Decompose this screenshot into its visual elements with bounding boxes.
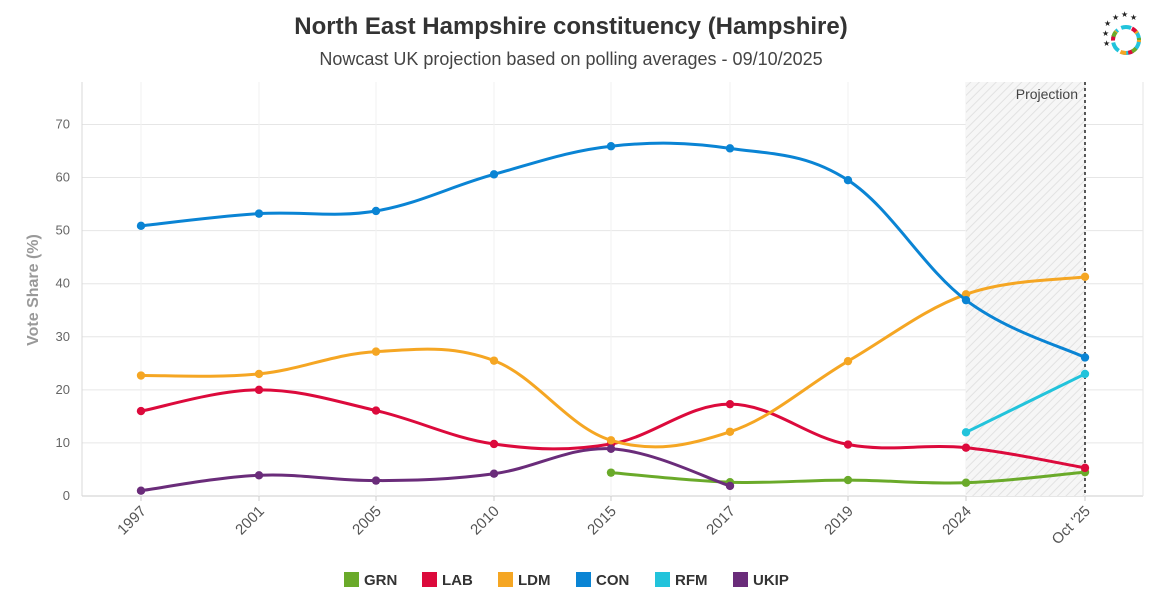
legend-swatch <box>733 572 748 587</box>
data-point[interactable] <box>843 475 853 485</box>
x-tick-label: 2005 <box>349 503 385 539</box>
series-line-rfm <box>964 372 1087 434</box>
x-tick-label: Oct '25 <box>1049 503 1094 548</box>
data-point[interactable] <box>961 290 971 299</box>
x-tick-label: 2019 <box>821 503 857 539</box>
data-point[interactable] <box>489 356 499 365</box>
y-tick-label: 70 <box>56 116 70 131</box>
series-lab <box>136 385 1090 473</box>
y-tick-label: 40 <box>56 276 70 291</box>
data-point[interactable] <box>136 221 146 231</box>
legend-swatch <box>422 572 437 587</box>
data-point[interactable] <box>371 476 381 485</box>
y-tick-label: 0 <box>63 488 70 503</box>
data-point[interactable] <box>371 347 381 356</box>
x-tick-label: 2010 <box>467 503 503 539</box>
data-point[interactable] <box>961 295 971 305</box>
y-tick-label: 60 <box>56 170 70 185</box>
data-point[interactable] <box>725 481 735 491</box>
x-tick-label: 2024 <box>939 503 975 539</box>
data-point[interactable] <box>136 371 146 380</box>
x-tick-label: 1997 <box>114 503 150 539</box>
x-tick-label: 2017 <box>703 503 739 539</box>
series-ldm <box>136 272 1090 449</box>
legend-swatch <box>576 572 591 587</box>
logo-icon: ★★ ★ ★★★ <box>1102 10 1141 55</box>
y-tick-label: 20 <box>56 382 70 397</box>
data-point[interactable] <box>1080 369 1090 379</box>
legend-label: CON <box>596 572 629 589</box>
y-tick-label: 50 <box>56 223 70 238</box>
data-point[interactable] <box>254 369 264 379</box>
x-tick-label: 2001 <box>232 503 268 539</box>
chart-subtitle: Nowcast UK projection based on polling a… <box>319 49 822 69</box>
legend-label: GRN <box>364 572 397 589</box>
series-line-lab <box>139 388 1087 470</box>
data-point[interactable] <box>489 439 499 449</box>
data-point[interactable] <box>371 406 381 415</box>
chart-title: North East Hampshire constituency (Hamps… <box>294 13 847 40</box>
data-point[interactable] <box>1080 272 1090 281</box>
x-tick-label: 2015 <box>584 503 620 539</box>
data-point[interactable] <box>136 406 146 416</box>
data-point[interactable] <box>725 399 735 409</box>
legend-swatch <box>655 572 670 587</box>
data-point[interactable] <box>1080 353 1090 362</box>
data-point[interactable] <box>254 471 264 480</box>
series-line-ukip <box>139 447 732 493</box>
data-point[interactable] <box>371 206 381 216</box>
data-point[interactable] <box>843 356 853 366</box>
data-point[interactable] <box>489 469 499 478</box>
legend-item-lab[interactable]: LAB <box>422 572 473 589</box>
data-point[interactable] <box>606 468 616 477</box>
legend-label: RFM <box>675 572 708 589</box>
legend-label: LDM <box>518 572 551 589</box>
data-point[interactable] <box>254 209 264 218</box>
y-tick-label: 10 <box>56 435 70 450</box>
legend-swatch <box>498 572 513 587</box>
series-line-ldm <box>139 275 1087 449</box>
data-point[interactable] <box>725 427 735 436</box>
series-con <box>136 141 1090 362</box>
series-ukip <box>136 444 735 495</box>
data-point[interactable] <box>489 170 499 179</box>
legend-swatch <box>344 572 359 587</box>
series-rfm <box>961 369 1090 437</box>
y-axis-label: Vote Share (%) <box>25 234 42 346</box>
y-axis-ticks: 0 10 20 30 40 50 60 70 <box>56 116 70 503</box>
data-point[interactable] <box>961 443 971 452</box>
legend-label: LAB <box>442 572 473 589</box>
series-line-con <box>139 141 1087 359</box>
projection-label: Projection <box>1016 86 1078 102</box>
x-axis-ticks: 1997 2001 2005 2010 2015 2017 2019 2024 Oct '25 <box>114 496 1094 548</box>
svg-text:★: ★ <box>1121 10 1128 19</box>
svg-text:★: ★ <box>1102 29 1109 38</box>
data-point[interactable] <box>961 428 971 437</box>
data-point[interactable] <box>606 444 616 453</box>
legend[interactable]: GRN LAB LDM CON RFM UKIP <box>344 572 789 589</box>
data-point[interactable] <box>961 478 971 487</box>
legend-item-con[interactable]: CON <box>576 572 629 589</box>
data-point[interactable] <box>606 436 616 445</box>
data-point[interactable] <box>254 385 264 395</box>
legend-item-ukip[interactable]: UKIP <box>733 572 789 589</box>
svg-text:★: ★ <box>1130 13 1137 22</box>
data-point[interactable] <box>1080 463 1090 473</box>
y-tick-label: 30 <box>56 329 70 344</box>
data-point[interactable] <box>606 142 616 151</box>
legend-item-ldm[interactable]: LDM <box>498 572 551 589</box>
data-point[interactable] <box>725 144 735 153</box>
svg-text:★: ★ <box>1112 13 1119 22</box>
data-point[interactable] <box>136 486 146 495</box>
series-group <box>136 141 1090 495</box>
data-point[interactable] <box>843 440 853 449</box>
legend-item-grn[interactable]: GRN <box>344 572 397 589</box>
svg-text:★: ★ <box>1103 39 1110 48</box>
data-point[interactable] <box>843 175 853 185</box>
legend-item-rfm[interactable]: RFM <box>655 572 708 589</box>
legend-label: UKIP <box>753 572 789 589</box>
svg-text:★: ★ <box>1104 19 1111 28</box>
